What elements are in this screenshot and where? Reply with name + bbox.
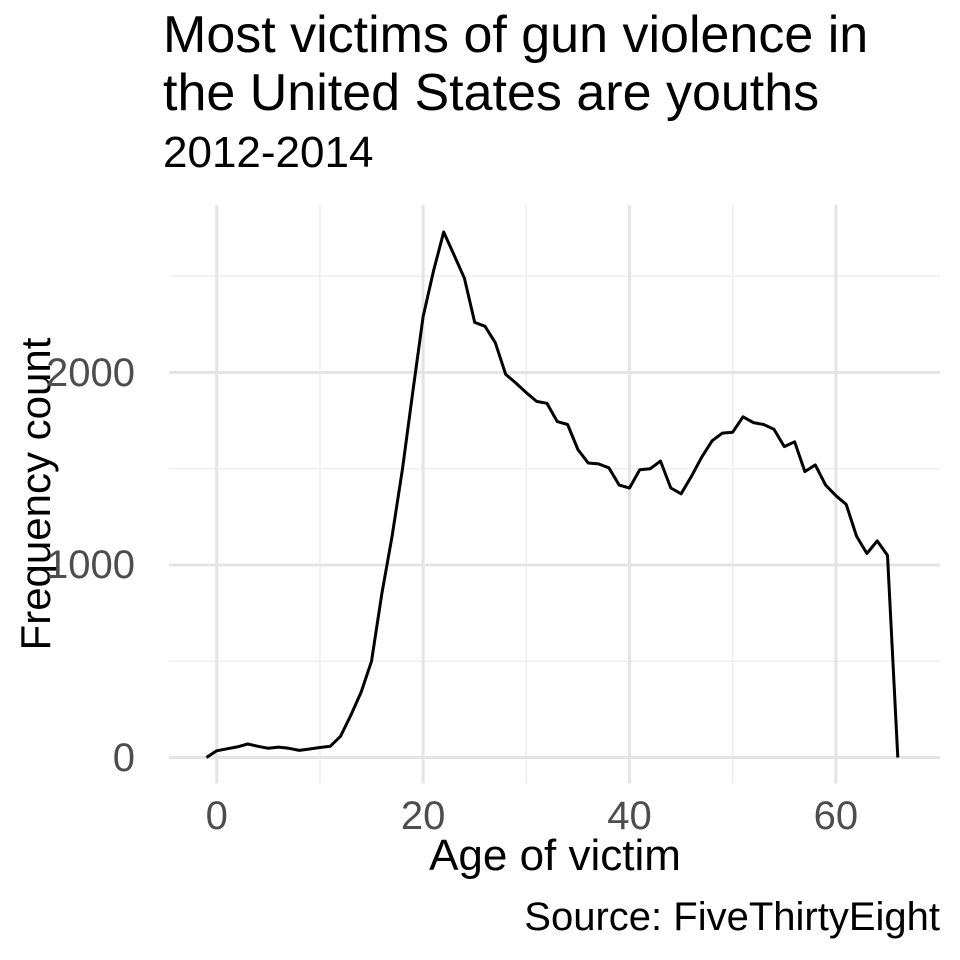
y-tick-label: 1000 bbox=[46, 543, 135, 587]
chart-title-line2: the United States are youths bbox=[163, 64, 820, 122]
x-tick-label: 60 bbox=[813, 794, 859, 838]
chart-title-line1: Most victims of gun violence in bbox=[163, 6, 869, 64]
source-caption: Source: FiveThirtyEight bbox=[524, 895, 940, 939]
chart-subtitle: 2012-2014 bbox=[163, 128, 374, 177]
x-tick-label: 0 bbox=[205, 794, 228, 838]
chart-title: Most victims of gun violence in the Unit… bbox=[163, 6, 868, 122]
x-tick-label: 40 bbox=[607, 794, 652, 838]
x-axis-title: Age of victim bbox=[429, 831, 681, 880]
x-tick-label: 20 bbox=[400, 794, 446, 838]
frequency-line bbox=[205, 230, 900, 759]
y-axis-title: Frequency count bbox=[12, 337, 59, 651]
y-tick-label: 2000 bbox=[46, 350, 135, 395]
y-tick-label: 0 bbox=[112, 735, 135, 780]
